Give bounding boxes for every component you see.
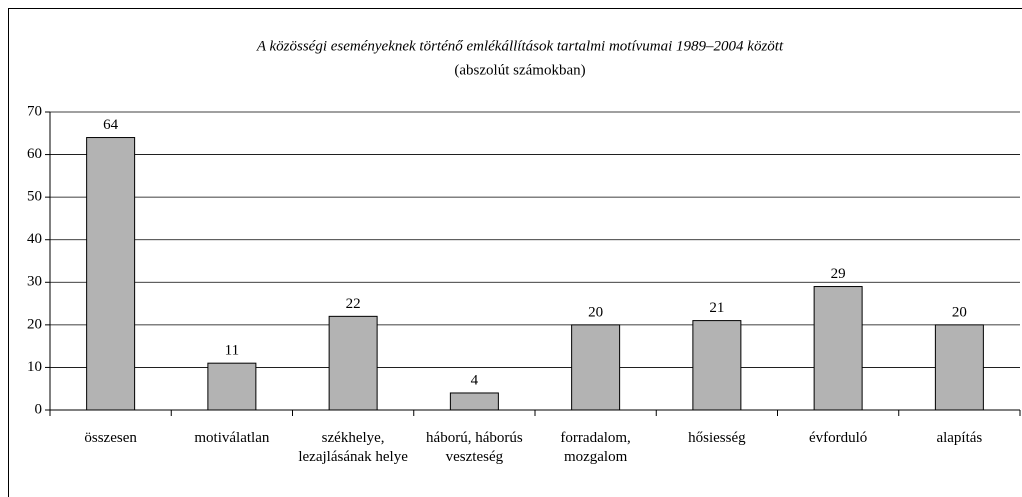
bar [934, 324, 984, 411]
data-label: 22 [346, 296, 361, 312]
x-tick-label: székhelye, lezajlásának helye [298, 430, 408, 465]
x-tick-label: alapítás [936, 430, 983, 446]
chart-subtitle: (abszolút számokban) [454, 62, 585, 78]
frame [8, 8, 1022, 497]
x-tick-label: motiválatlan [194, 430, 270, 446]
bar [207, 362, 257, 411]
bar [692, 320, 742, 411]
data-label: 64 [103, 117, 119, 133]
x-tick-label: forradalom, mozgalom [560, 430, 631, 465]
y-tick-label: 30 [27, 274, 42, 290]
x-tick-label: háború, háborús veszteség [426, 430, 523, 465]
x-tick-label: összesen [84, 430, 137, 446]
data-label: 4 [471, 372, 479, 388]
bar [449, 392, 499, 411]
y-tick-label: 20 [27, 316, 42, 332]
bar [328, 315, 378, 411]
data-label: 21 [709, 300, 724, 316]
bar [86, 137, 136, 411]
data-label: 20 [588, 304, 603, 320]
bar [571, 324, 621, 411]
y-tick-label: 40 [27, 231, 42, 247]
data-label: 11 [225, 343, 239, 359]
bar [813, 286, 863, 411]
x-tick-label: hősiesség [688, 430, 746, 446]
data-label: 29 [831, 266, 846, 282]
y-tick-label: 50 [27, 189, 42, 205]
data-label: 20 [952, 304, 967, 320]
y-tick-label: 70 [27, 103, 42, 119]
chart-title: A közösségi eseményeknek történő emlékál… [256, 38, 784, 54]
x-tick-label: évforduló [808, 430, 868, 446]
y-tick-label: 60 [27, 146, 42, 162]
y-tick-label: 10 [27, 359, 42, 375]
y-tick-label: 0 [35, 401, 43, 417]
